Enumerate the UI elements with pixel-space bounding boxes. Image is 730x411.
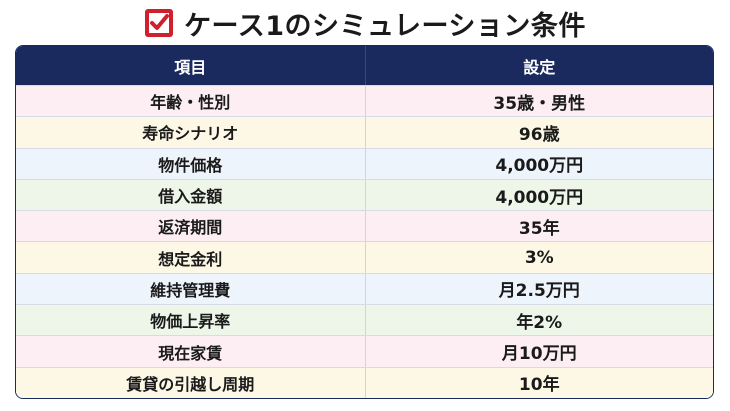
value-cell: 年2% [364,305,714,336]
item-cell: 物価上昇率 [150,312,231,332]
item-cell: 借入金額 [158,187,223,207]
table-row: 維持管理費 月2.5万円 [16,272,714,305]
table-row: 返済期間 35年 [16,210,714,242]
header-row: 項目 設定 [16,46,713,85]
item-cell: 寿命シナリオ [142,124,239,144]
value-cell: 35歳・男性 [364,86,714,117]
value-cell: 10年 [364,367,714,398]
table-row: 物価上昇率 年2% [16,304,714,336]
item-cell: 現在家賃 [158,343,223,363]
table-row: 借入金額 4,000万円 [16,178,714,211]
item-cell: 賃貸の引越し周期 [126,374,255,394]
table-row: 物件価格 4,000万円 [16,147,714,179]
table-row: 寿命シナリオ 96歳 [16,116,714,148]
header-cell: 項目 [174,57,207,77]
value-cell: 月10万円 [364,336,714,367]
value-cell: 月2.5万円 [364,273,714,305]
value-cell: 35年 [364,211,714,242]
item-cell: 想定金利 [158,249,223,269]
title-bar: ケース1のシミュレーション条件 [0,4,730,42]
value-cell: 4,000万円 [364,179,714,211]
value-cell: 3% [364,242,714,273]
header-cell: 設定 [364,46,714,85]
table-row: 年齢・性別 35歳・男性 [16,85,714,117]
value-cell: 4,000万円 [364,148,714,179]
item-cell: 維持管理費 [150,280,231,300]
value-cell: 96歳 [364,117,714,148]
table: 項目 設定 年齢・性別 35歳・男性 寿命シナリオ 96歳 物件価格 4,000万円 借入金額 4… [15,45,714,399]
table-row: 賃貸の引越し周期 10年 [16,366,714,398]
item-cell: 返済期間 [158,218,223,238]
table-row: 想定金利 3% [16,241,714,273]
item-cell: 物件価格 [158,155,223,175]
title: ケース1のシミュレーション条件 [184,10,586,42]
check-icon [145,9,174,37]
table-row: 現在家賃 月10万円 [16,335,714,367]
item-cell: 年齢・性別 [150,93,231,113]
